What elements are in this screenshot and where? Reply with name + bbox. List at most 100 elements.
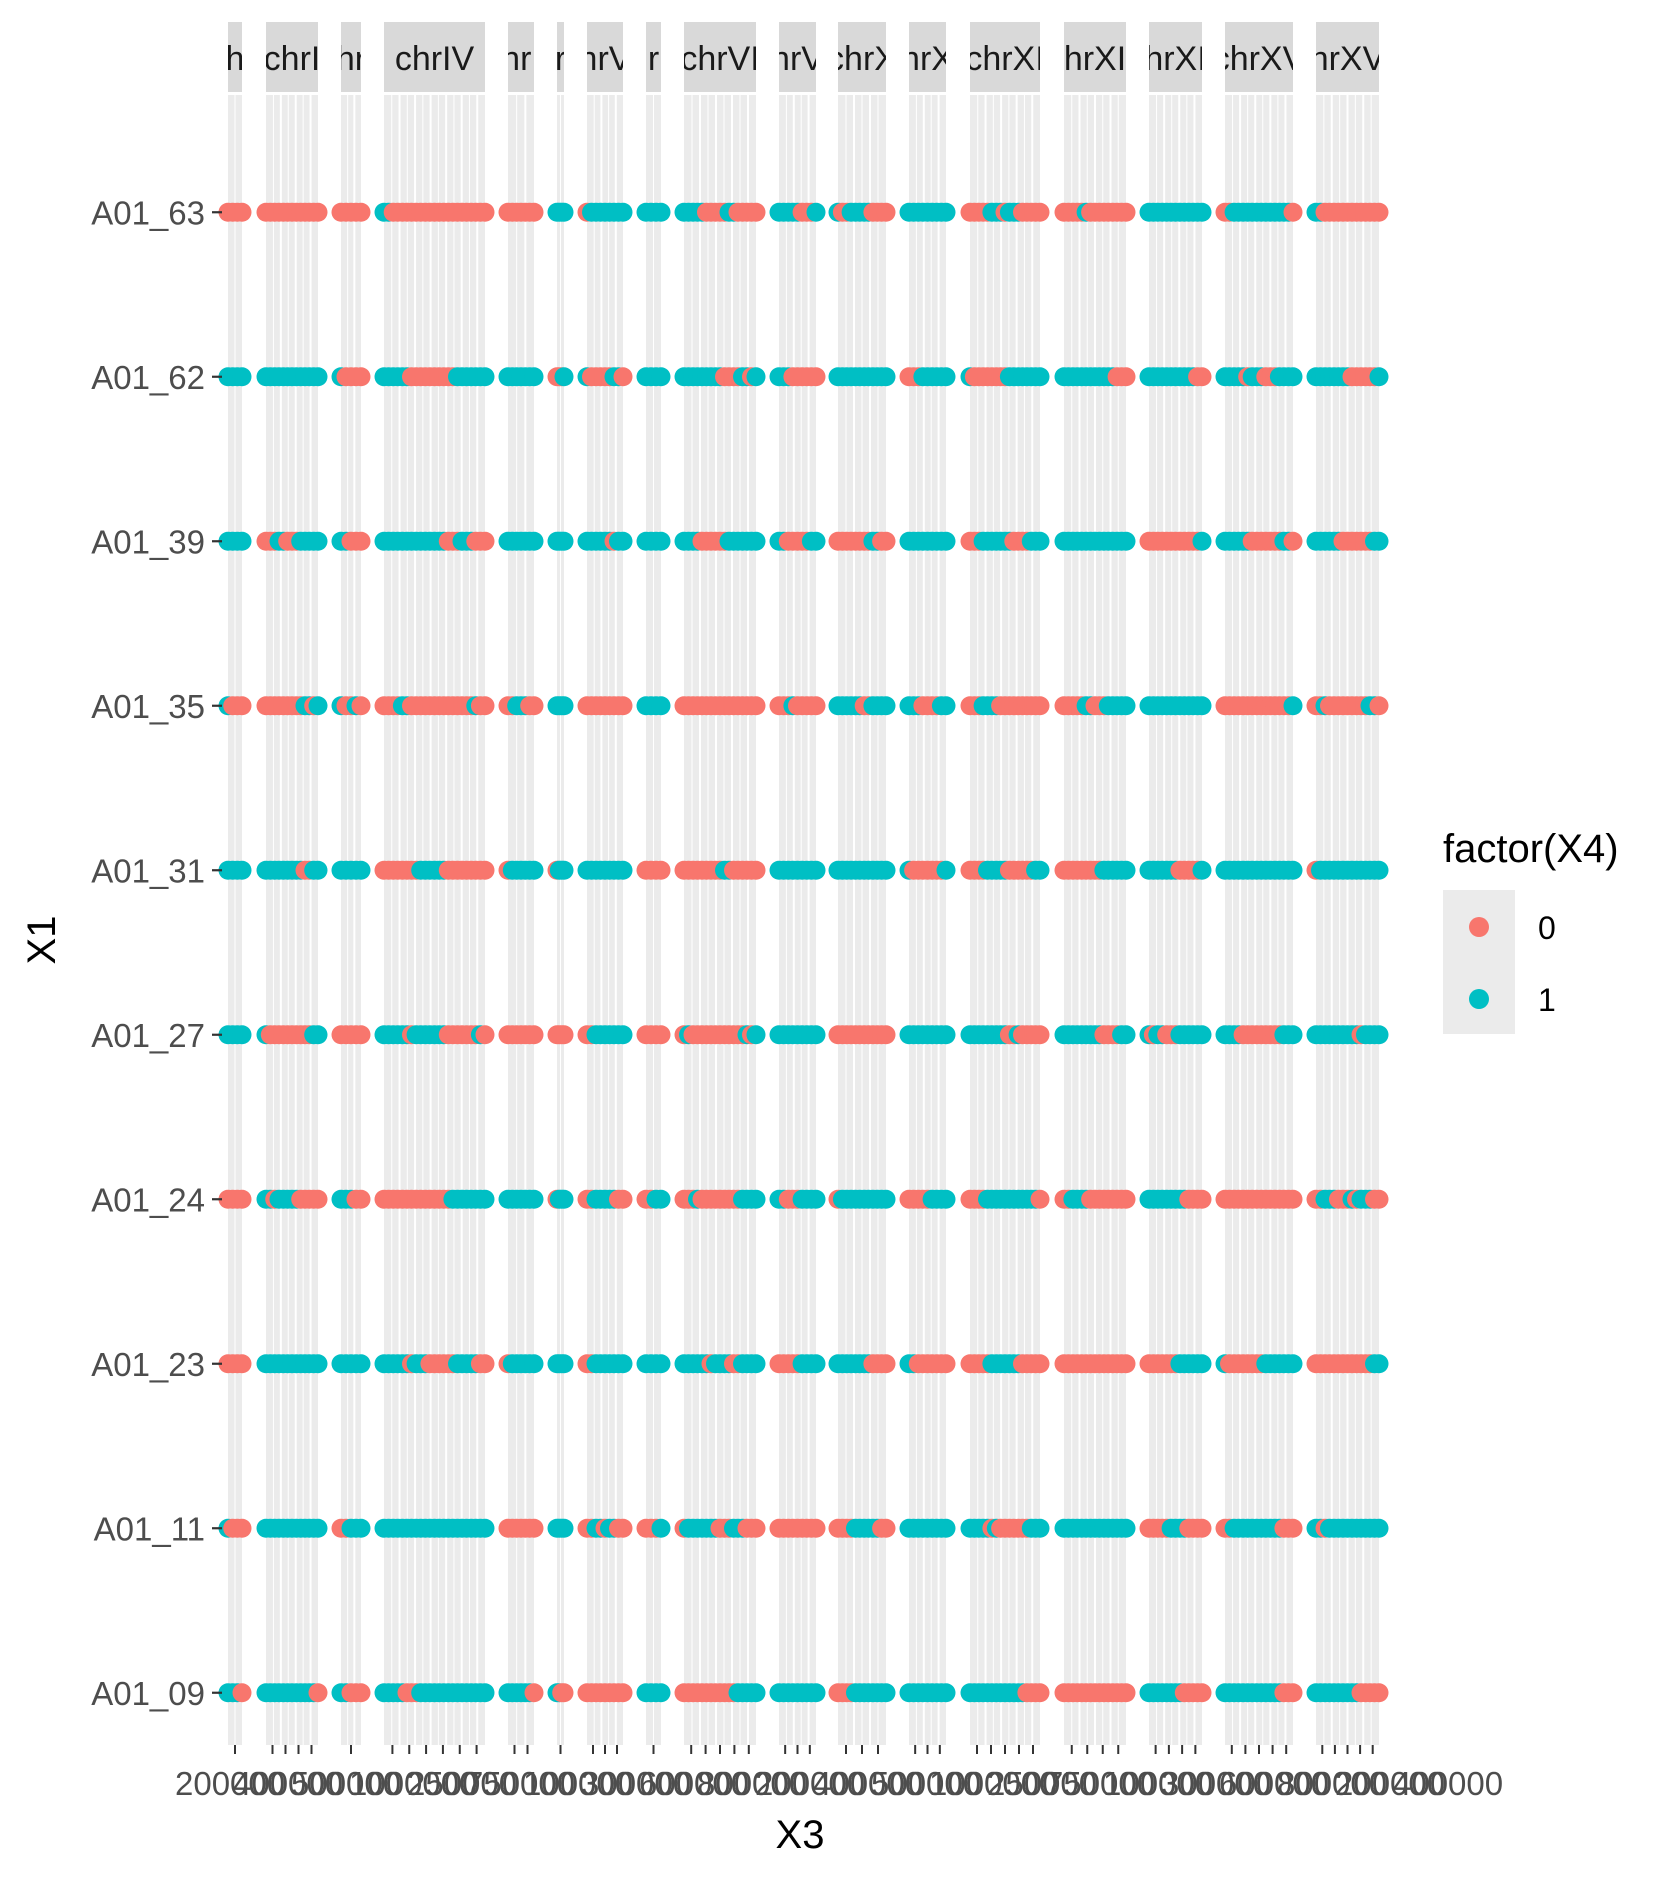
data-point	[1283, 696, 1303, 716]
data-point	[746, 860, 766, 880]
data-point	[876, 531, 896, 551]
data-point	[554, 202, 574, 222]
data-point	[1116, 531, 1136, 551]
data-point	[613, 696, 633, 716]
data-point	[936, 1518, 956, 1538]
y-tick-label: A01_27	[91, 1017, 205, 1054]
x-tick-label: 100000	[523, 1765, 633, 1802]
legend: factor(X4) 0 1	[1443, 827, 1619, 1034]
facet-strip-label: r	[555, 40, 566, 78]
x-tick-label: 200000	[1335, 1765, 1445, 1802]
data-point	[876, 696, 896, 716]
data-point	[524, 531, 544, 551]
data-point	[806, 1354, 826, 1374]
facet-strip-label: hrV	[771, 40, 824, 78]
legend-key-1	[1469, 989, 1489, 1009]
data-point	[876, 1354, 896, 1374]
data-point	[746, 1025, 766, 1045]
data-point	[651, 1025, 671, 1045]
data-point	[936, 1025, 956, 1045]
data-point	[475, 860, 495, 880]
data-point	[746, 202, 766, 222]
data-point	[613, 1354, 633, 1374]
x-tick-label: 200000	[175, 1765, 285, 1802]
y-tick-label: A01_31	[91, 852, 205, 889]
data-point	[554, 367, 574, 387]
data-point	[1116, 860, 1136, 880]
facet-strip-chrIX	[684, 22, 756, 92]
data-point	[1192, 696, 1212, 716]
y-axis-title: X1	[20, 916, 64, 965]
facet-panel-chrIII	[341, 95, 361, 1745]
data-point	[351, 1189, 371, 1209]
facet-panel-chrXII	[909, 95, 946, 1745]
data-point	[308, 1354, 328, 1374]
data-point	[936, 1189, 956, 1209]
data-point	[1030, 696, 1050, 716]
data-point	[1116, 1025, 1136, 1045]
data-point	[1116, 1683, 1136, 1703]
data-point	[232, 1518, 252, 1538]
data-point	[232, 202, 252, 222]
facet-strip-chrII	[266, 22, 318, 92]
data-point	[475, 1683, 495, 1703]
data-point	[554, 696, 574, 716]
data-point	[806, 696, 826, 716]
data-point	[524, 1189, 544, 1209]
facet-strip-label: chrI	[264, 40, 321, 78]
data-point	[1030, 531, 1050, 551]
facet-strip-chrI	[228, 22, 242, 92]
data-point	[475, 1025, 495, 1045]
data-point	[806, 1683, 826, 1703]
data-point	[613, 202, 633, 222]
data-point	[1192, 202, 1212, 222]
data-point	[1030, 1354, 1050, 1374]
data-point	[936, 1683, 956, 1703]
data-point	[308, 367, 328, 387]
data-point	[746, 696, 766, 716]
y-tick-label: A01_09	[91, 1675, 205, 1712]
facet-strip-chrVIII	[646, 22, 661, 92]
data-point	[806, 1189, 826, 1209]
data-point	[806, 1518, 826, 1538]
facet-strip-label: hrXI	[1064, 40, 1126, 78]
data-point	[1116, 696, 1136, 716]
data-point	[806, 860, 826, 880]
facet-strip-label: hrI	[501, 40, 541, 78]
x-tick-label: 750000	[1045, 1765, 1155, 1802]
y-axis: A01_63 A01_62 A01_39 A01_35 A01_31 A01_27 A01_…	[91, 194, 222, 1712]
data-point	[746, 1354, 766, 1374]
data-point	[651, 1518, 671, 1538]
x-tick-label: 250000	[987, 1765, 1097, 1802]
x-tick-label: 200000	[755, 1765, 865, 1802]
data-point	[351, 1025, 371, 1045]
data-point	[308, 202, 328, 222]
data-point	[936, 367, 956, 387]
data-point	[524, 367, 544, 387]
data-point	[1369, 860, 1389, 880]
data-point	[524, 860, 544, 880]
data-point	[1116, 1518, 1136, 1538]
data-point	[651, 860, 671, 880]
x-tick-label: 250000	[407, 1765, 517, 1802]
data-point	[613, 1683, 633, 1703]
facet-strip-chrXVII	[1316, 22, 1379, 92]
data-point	[554, 1518, 574, 1538]
y-tick-label: A01_35	[91, 688, 205, 725]
data-point	[1030, 1025, 1050, 1045]
data-point	[1192, 1025, 1212, 1045]
data-point	[232, 1354, 252, 1374]
facet-strip-chrXI	[838, 22, 886, 92]
data-point	[554, 860, 574, 880]
x-tick-label: 500000	[871, 1765, 981, 1802]
data-point	[554, 1189, 574, 1209]
data-point	[1369, 1683, 1389, 1703]
data-point	[308, 531, 328, 551]
data-point	[232, 367, 252, 387]
data-point	[554, 531, 574, 551]
facet-strip-chrX	[779, 22, 816, 92]
data-point	[475, 1189, 495, 1209]
data-point	[524, 1025, 544, 1045]
facet-strip-chrIII	[341, 22, 361, 92]
